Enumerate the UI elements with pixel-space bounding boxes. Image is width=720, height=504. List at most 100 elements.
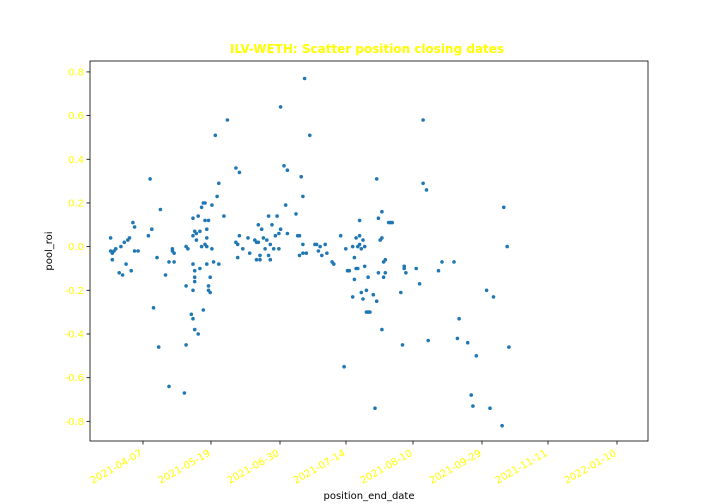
data-point xyxy=(301,194,305,199)
data-point xyxy=(132,249,137,253)
data-point xyxy=(285,231,290,236)
data-point xyxy=(167,260,171,264)
data-point xyxy=(182,391,187,395)
data-point xyxy=(114,247,118,251)
data-point xyxy=(199,244,204,249)
y-axis: 0.8 0.6 0.4 0.2 0.0 -0.2 -0.4 -0.6 -0.8 xyxy=(64,67,90,428)
plot-frame xyxy=(89,60,649,442)
data-point xyxy=(400,343,405,347)
data-point xyxy=(246,236,250,240)
data-point xyxy=(302,76,307,81)
data-point xyxy=(301,242,305,247)
x-axis-label: position_end_date xyxy=(324,491,415,502)
y-tick-label: 0.6 xyxy=(68,111,84,122)
data-point xyxy=(356,266,360,271)
data-point xyxy=(184,343,188,347)
x-tick-label: 2021-06-30 xyxy=(226,448,282,487)
data-point xyxy=(203,201,207,205)
data-point xyxy=(491,295,496,299)
data-point xyxy=(205,244,209,249)
data-point xyxy=(206,284,211,288)
data-point xyxy=(297,253,302,258)
data-point xyxy=(256,240,261,245)
data-point xyxy=(208,290,212,295)
data-point xyxy=(277,247,281,251)
data-point xyxy=(256,223,261,227)
data-point xyxy=(110,257,115,262)
data-point xyxy=(344,247,348,251)
data-point xyxy=(325,251,329,255)
data-point xyxy=(390,220,395,225)
data-point xyxy=(235,255,240,260)
data-point xyxy=(192,275,197,280)
data-point xyxy=(471,404,475,408)
x-axis: 2021-04-07 2021-05-19 2021-06-30 2021-07-14… xyxy=(89,441,619,487)
data-point xyxy=(191,216,195,220)
data-point xyxy=(368,310,372,314)
data-point xyxy=(380,209,384,214)
x-tick-label: 2021-08-10 xyxy=(359,448,415,487)
y-tick-label: -0.6 xyxy=(64,373,84,384)
data-point xyxy=(275,214,279,218)
data-point xyxy=(172,260,176,264)
data-point xyxy=(323,242,328,247)
data-point xyxy=(308,133,312,138)
data-point xyxy=(361,238,365,242)
data-point xyxy=(191,288,195,293)
data-point xyxy=(277,231,281,236)
x-tick-label: 2021-04-07 xyxy=(89,448,145,487)
data-point xyxy=(488,406,492,411)
data-point xyxy=(484,288,489,293)
data-point xyxy=(156,345,161,349)
data-point xyxy=(237,233,242,238)
data-point xyxy=(189,312,194,317)
data-point xyxy=(421,181,425,186)
data-point xyxy=(247,251,252,255)
data-point xyxy=(465,340,470,345)
data-point xyxy=(318,244,322,249)
y-tick-label: -0.2 xyxy=(64,286,84,297)
data-point xyxy=(208,275,212,280)
data-point xyxy=(172,251,176,255)
data-point xyxy=(198,229,202,234)
data-point xyxy=(217,262,221,266)
data-point xyxy=(124,262,128,266)
data-point xyxy=(374,299,379,304)
data-point xyxy=(376,271,381,275)
data-point xyxy=(371,292,376,297)
data-point xyxy=(192,268,197,273)
data-point xyxy=(316,249,321,253)
y-axis-label: pool_roi xyxy=(44,231,55,270)
data-point xyxy=(285,168,290,172)
data-point xyxy=(263,247,267,251)
data-point xyxy=(357,218,362,223)
data-point xyxy=(211,260,216,264)
data-point xyxy=(283,203,288,207)
y-tick-label: 0.2 xyxy=(68,198,84,209)
data-point xyxy=(474,354,479,358)
data-point xyxy=(213,133,218,138)
data-point xyxy=(440,260,444,264)
data-point xyxy=(184,284,188,288)
data-point xyxy=(399,290,403,295)
data-point xyxy=(198,266,202,271)
data-point xyxy=(359,247,364,251)
data-point xyxy=(199,205,204,210)
data-point xyxy=(163,273,168,277)
data-point xyxy=(131,220,135,225)
data-point xyxy=(350,295,355,299)
data-point xyxy=(357,242,362,247)
data-point xyxy=(146,233,151,238)
data-point xyxy=(151,306,156,310)
data-point xyxy=(417,282,422,286)
data-point xyxy=(376,216,381,220)
data-point xyxy=(426,338,431,343)
data-point xyxy=(254,257,259,262)
data-point xyxy=(167,384,171,389)
chart-title: ILV-WETH: Scatter position closing dates xyxy=(230,42,504,56)
data-point xyxy=(278,105,283,109)
x-tick-label: 2021-05-19 xyxy=(157,448,213,487)
data-point xyxy=(268,257,273,262)
data-point xyxy=(299,174,304,179)
data-point xyxy=(196,214,200,218)
